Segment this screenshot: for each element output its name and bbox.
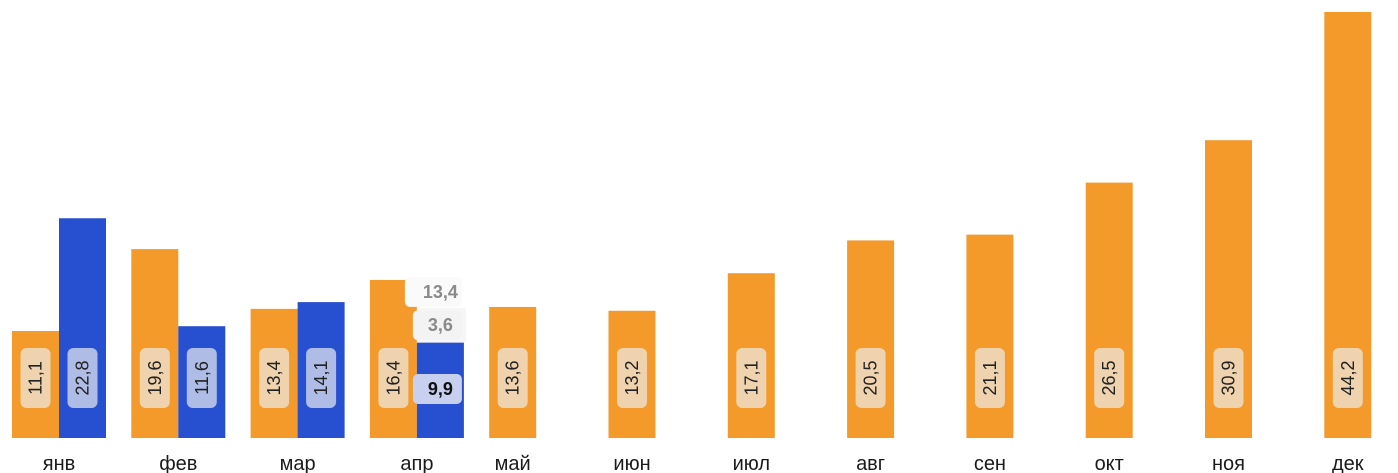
data-label-april-total: 13,4 — [423, 282, 458, 302]
data-label-series1-5-bg — [617, 348, 647, 408]
x-tick-label-4: май — [495, 453, 531, 473]
data-label-april-remainder-bg — [412, 310, 462, 341]
data-label-series1-2: 13,4 — [264, 360, 284, 395]
data-label-series2-3: 9,9 — [428, 379, 453, 399]
data-label-series1-8: 21,1 — [980, 360, 1000, 395]
data-label-series1-8-bg — [974, 348, 1005, 408]
data-label-series1-2-bg — [259, 348, 290, 408]
data-label-series1-11: 44,2 — [1338, 360, 1358, 395]
data-label-series1-7: 20,5 — [861, 360, 881, 395]
x-tick-label-0: янв — [43, 453, 76, 473]
data-label-series1-4-bg — [497, 348, 528, 408]
data-label-series1-9-bg — [1094, 348, 1125, 408]
x-tick-label-8: сен — [974, 453, 1006, 473]
x-tick-label-2: мар — [280, 453, 316, 473]
bar-series1-7 — [847, 240, 895, 438]
x-tick-label-7: авг — [856, 453, 885, 473]
data-label-series1-6-bg — [736, 348, 767, 408]
data-label-series2-2-bg — [306, 348, 337, 408]
data-label-april-total-bg — [404, 276, 462, 307]
data-label-series2-1: 11,6 — [192, 361, 212, 395]
data-label-series1-7-bg — [855, 348, 886, 408]
data-label-series2-0-bg — [67, 348, 98, 408]
data-label-series1-0: 11,1 — [26, 361, 46, 395]
data-label-series2-3-bg — [412, 374, 462, 404]
x-tick-label-6: июл — [733, 453, 770, 473]
x-tick-label-3: апр — [400, 453, 433, 473]
x-tick-label-9: окт — [1095, 453, 1124, 473]
data-label-series1-6: 17,1 — [741, 360, 761, 395]
bar-series1-1 — [131, 249, 179, 438]
data-label-series1-0-bg — [20, 348, 51, 408]
data-label-series2-2: 14,1 — [311, 360, 331, 395]
data-label-series1-10: 30,9 — [1219, 360, 1239, 395]
data-label-series1-3-bg — [378, 348, 409, 408]
data-label-series1-10-bg — [1213, 348, 1244, 408]
x-tick-label-1: фев — [159, 453, 197, 473]
x-tick-label-11: дек — [1332, 453, 1364, 473]
data-label-series1-9: 26,5 — [1099, 360, 1119, 395]
data-label-series2-1-bg — [186, 348, 217, 408]
data-label-series1-3: 16,4 — [383, 360, 403, 395]
data-label-april-remainder: 3,6 — [428, 315, 453, 335]
data-label-series1-1-bg — [139, 348, 170, 408]
data-label-series1-1: 19,6 — [145, 360, 165, 395]
x-tick-label-10: ноя — [1212, 453, 1245, 473]
x-tick-label-5: июн — [613, 453, 650, 473]
data-label-series1-5: 13,2 — [622, 360, 642, 395]
data-label-series1-4: 13,6 — [503, 360, 523, 395]
data-label-series2-0: 22,8 — [73, 360, 93, 395]
data-label-series1-11-bg — [1332, 348, 1363, 408]
